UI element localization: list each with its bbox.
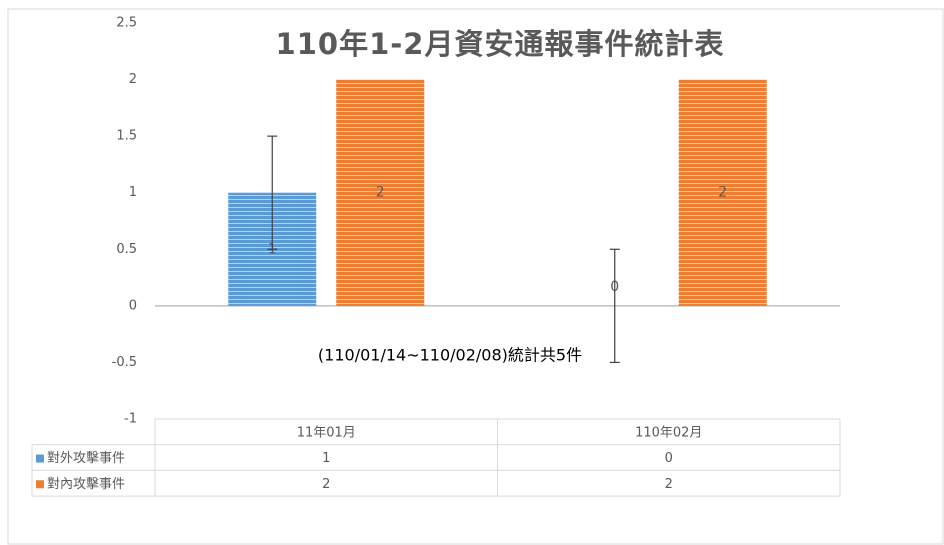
y-tick-label: 0.5 <box>116 242 137 257</box>
y-tick-label: 2 <box>129 72 137 87</box>
bar <box>678 79 767 306</box>
legend-key <box>36 480 44 489</box>
y-tick-label: 2.5 <box>116 16 137 31</box>
data-label: 2 <box>718 185 727 201</box>
chart-title: 110年1-2月資安通報事件統計表 <box>276 27 725 61</box>
bar <box>336 79 425 306</box>
table-value: 2 <box>665 477 673 492</box>
y-tick-label: -1 <box>124 412 137 427</box>
error-bar <box>609 248 620 364</box>
table-value: 2 <box>322 477 330 492</box>
error-bar <box>267 135 278 250</box>
y-tick-label: 1 <box>129 185 137 200</box>
table-value: 0 <box>665 451 673 466</box>
y-tick-label: 0 <box>129 298 137 313</box>
legend-key <box>36 454 44 463</box>
chart-frame <box>7 8 944 545</box>
data-label: 2 <box>376 185 385 201</box>
y-tick-label: 1.5 <box>116 129 137 144</box>
y-tick-label: -0.5 <box>112 355 137 370</box>
legend-label: 對內攻擊事件 <box>47 476 125 492</box>
legend-label: 對外攻擊事件 <box>47 450 125 466</box>
annotation: (110/01/14~110/02/08)統計共5件 <box>318 346 582 365</box>
table-value: 1 <box>322 451 330 466</box>
x-tick-label: 11年01月 <box>297 425 356 440</box>
x-tick-label: 110年02月 <box>635 425 702 440</box>
